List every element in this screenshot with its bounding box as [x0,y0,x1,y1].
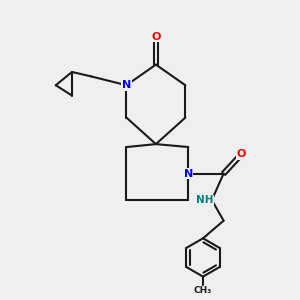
Text: CH₃: CH₃ [194,286,212,295]
Text: O: O [151,32,160,42]
Text: N: N [184,169,193,178]
Text: O: O [237,149,246,159]
Text: N: N [122,80,131,90]
Text: NH: NH [196,195,213,205]
